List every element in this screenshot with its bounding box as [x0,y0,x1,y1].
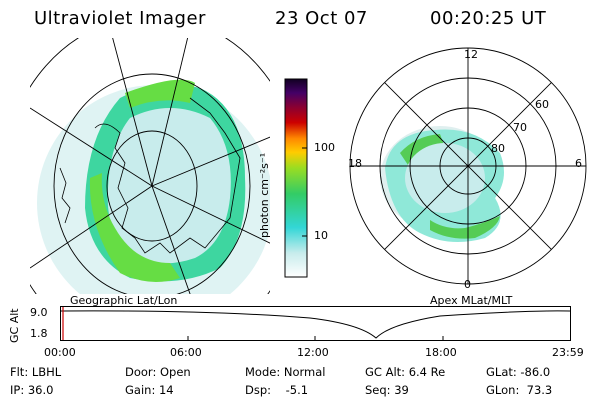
colorbar-tick-100: 100 [314,141,335,154]
lat-label-80: 80 [491,142,505,155]
polar-grid [349,47,587,285]
geographic-map-panel [30,38,270,294]
info-glat: GLat: -86.0 [486,365,551,379]
info-mode: Mode: Normal [245,365,326,379]
info-gc-alt: GC Alt: 6.4 Re [365,365,446,379]
apex-label: Apex MLat/MLT [430,294,513,307]
aurora-oval-polar [380,126,504,242]
geographic-label: Geographic Lat/Lon [70,294,178,307]
lat-label-70: 70 [513,121,527,134]
mlt-label-12: 12 [464,48,478,61]
time-tick-0000: 00:00 [44,346,76,359]
time-tick-2359: 23:59 [552,346,584,359]
colorbar-tick-10: 10 [314,229,328,242]
info-seq: Seq: 39 [365,383,409,397]
info-glon: GLon: 73.3 [486,383,553,397]
altitude-strip [60,306,571,341]
time-label: 00:20:25 UT [430,8,547,29]
alt-tick-1-8: 1.8 [30,327,48,340]
info-dsp: Dsp: -5.1 [245,383,309,397]
polar-plot [349,47,587,285]
latlon-grid [30,38,270,294]
colorbar-unit-label: photon cm⁻²s⁻¹ [258,152,271,238]
mlt-label-6: 6 [575,157,582,170]
info-gain: Gain: 14 [125,383,174,397]
alt-tick-9: 9.0 [30,306,48,319]
app-title: Ultraviolet Imager [34,8,206,29]
info-ip: IP: 36.0 [10,383,54,397]
time-tick-1200: 12:00 [297,346,329,359]
mlt-label-18: 18 [348,157,362,170]
lat-label-60: 60 [535,98,549,111]
info-flt: Flt: LBHL [10,365,62,379]
mlt-label-0: 0 [464,278,471,291]
coastline [59,97,241,254]
gc-alt-axis-label: GC Alt [8,308,21,343]
time-tick-0600: 06:00 [170,346,202,359]
time-tick-1800: 18:00 [425,346,457,359]
info-door: Door: Open [125,365,191,379]
colorbar [284,78,308,278]
date-label: 23 Oct 07 [275,8,368,29]
